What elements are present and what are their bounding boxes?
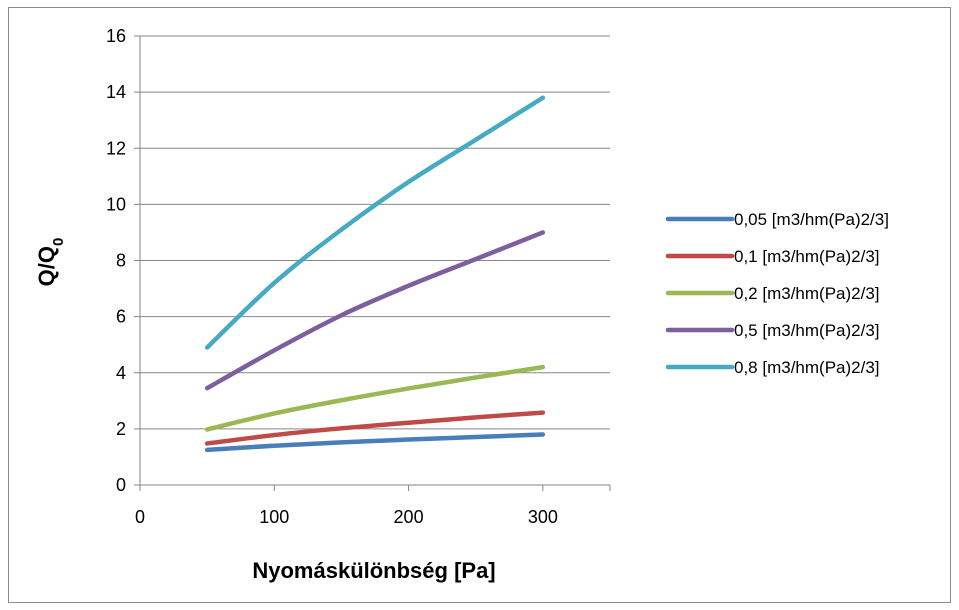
series-line-3 [204,364,546,432]
x-tick-label: 300 [528,507,558,527]
chart-area [8,7,951,603]
series-line-1 [204,432,546,453]
y-tick-label: 6 [116,307,126,327]
legend-label: 0,8 [m3/hm(Pa)2/3] [734,358,880,377]
series-line-2 [204,410,546,446]
series-line-5 [204,95,546,350]
y-tick-label: 10 [106,194,126,214]
y-tick-label: 16 [106,26,126,46]
y-tick-label: 4 [116,363,126,383]
axes [134,35,611,491]
x-tick-label: 100 [259,507,289,527]
y-tick-label: 12 [106,138,126,158]
legend-label: 0,05 [m3/hm(Pa)2/3] [734,210,889,229]
y-tick-label: 2 [116,419,126,439]
legend: 0,05 [m3/hm(Pa)2/3] 0,1 [m3/hm(Pa)2/3] 0,2… [665,210,889,377]
y-axis-title: Q/Q0 [34,238,67,287]
y-axis-title-main: Q/Q [34,246,59,286]
legend-label: 0,2 [m3/hm(Pa)2/3] [734,284,880,303]
legend-label: 0,1 [m3/hm(Pa)2/3] [734,247,880,266]
y-axis-title-subscript: 0 [50,238,67,246]
legend-label: 0,5 [m3/hm(Pa)2/3] [734,321,880,340]
series-line-4 [204,230,546,391]
y-tick-label: 8 [116,251,126,271]
series-lines [204,95,546,453]
x-tick-label: 0 [135,507,145,527]
x-tick-labels: 0 100 200 300 [135,507,558,527]
y-tick-label: 0 [116,475,126,495]
y-tick-label: 14 [106,82,126,102]
x-tick-label: 200 [394,507,424,527]
x-axis-title: Nyomáskülönbség [Pa] [252,558,495,583]
y-tick-labels: 0 2 4 6 8 10 12 14 16 [106,26,126,495]
